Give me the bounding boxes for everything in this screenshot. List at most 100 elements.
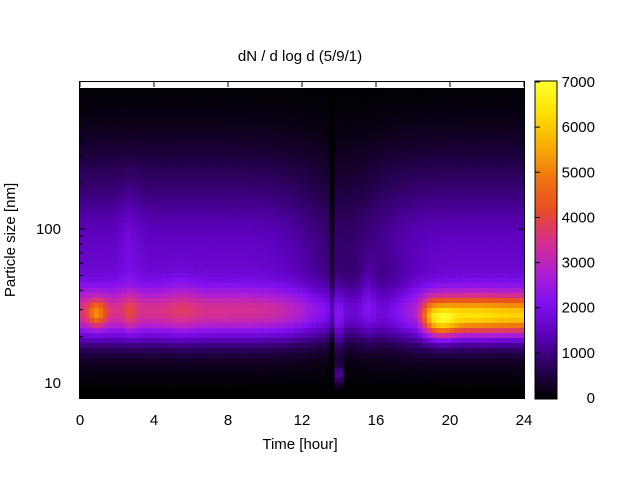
heatmap-cell <box>380 148 386 154</box>
heatmap-cell <box>186 198 192 204</box>
heatmap-cell <box>93 98 100 104</box>
heatmap-cell <box>292 123 298 129</box>
heatmap-cell <box>403 263 409 269</box>
heatmap-cell <box>436 328 442 334</box>
heatmap-cell <box>265 168 271 174</box>
heatmap-cell <box>121 338 127 344</box>
heatmap-cell <box>209 253 215 259</box>
heatmap-cell <box>144 303 150 309</box>
heatmap-cell <box>269 198 275 204</box>
heatmap-cell <box>445 358 451 364</box>
heatmap-cell <box>223 193 229 199</box>
heatmap-cell <box>431 153 437 159</box>
heatmap-cell <box>431 288 437 294</box>
heatmap-cell <box>214 388 220 394</box>
heatmap-cell <box>292 158 298 164</box>
heatmap-cell <box>278 313 285 319</box>
heatmap-cell <box>186 363 192 369</box>
heatmap-cell <box>103 223 109 229</box>
heatmap-cell <box>426 93 433 99</box>
heatmap-cell <box>140 223 146 229</box>
heatmap-cell <box>288 88 294 94</box>
heatmap-cell <box>334 133 340 139</box>
heatmap-cell <box>112 103 118 109</box>
heatmap-cell <box>260 383 266 389</box>
heatmap-cell <box>265 153 271 159</box>
heatmap-cell <box>306 138 312 144</box>
heatmap-cell <box>288 248 294 254</box>
heatmap-cell <box>436 138 442 144</box>
heatmap-cell <box>135 293 141 299</box>
heatmap-cell <box>158 213 164 219</box>
heatmap-cell <box>352 123 359 129</box>
heatmap-cell <box>352 283 359 289</box>
heatmap-cell <box>389 268 396 274</box>
heatmap-cell <box>200 268 206 274</box>
heatmap-cell <box>376 183 382 189</box>
heatmap-cell <box>186 188 192 194</box>
heatmap-cell <box>200 333 206 339</box>
heatmap-cell <box>80 193 86 199</box>
heatmap-cell <box>394 108 400 114</box>
heatmap-cell <box>403 333 409 339</box>
heatmap-cell <box>177 98 183 104</box>
heatmap-cell <box>408 378 414 384</box>
heatmap-cell <box>417 333 423 339</box>
heatmap-cell <box>218 138 224 144</box>
heatmap-cell <box>408 348 414 354</box>
heatmap-cell <box>93 353 100 359</box>
heatmap-cell <box>352 133 359 139</box>
heatmap-cell <box>413 378 419 384</box>
heatmap-cell <box>302 213 308 219</box>
heatmap-cell <box>445 128 451 134</box>
heatmap-cell <box>283 123 289 129</box>
heatmap-cell <box>339 173 345 179</box>
heatmap-cell <box>339 393 345 399</box>
heatmap-cell <box>315 103 322 109</box>
heatmap-cell <box>352 273 359 279</box>
heatmap-cell <box>218 343 224 349</box>
heatmap-cell <box>186 98 192 104</box>
heatmap-cell <box>265 343 271 349</box>
heatmap-cell <box>241 213 248 219</box>
heatmap-cell <box>103 313 109 319</box>
heatmap-cell <box>172 173 178 179</box>
heatmap-cell <box>251 93 257 99</box>
heatmap-cell <box>140 163 146 169</box>
heatmap-cell <box>357 318 363 324</box>
heatmap-cell <box>357 278 363 284</box>
heatmap-cell <box>320 123 326 129</box>
heatmap-cell <box>445 393 451 399</box>
heatmap-cell <box>278 258 285 264</box>
heatmap-cell <box>445 353 451 359</box>
heatmap-cell <box>84 143 90 149</box>
heatmap-cell <box>103 88 109 94</box>
heatmap-cell <box>172 248 178 254</box>
heatmap-cell <box>246 198 252 204</box>
heatmap-cell <box>352 148 359 154</box>
heatmap-cell <box>228 143 234 149</box>
heatmap-cell <box>191 128 197 134</box>
heatmap-cell <box>214 243 220 249</box>
heatmap-cell <box>200 233 206 239</box>
heatmap-cell <box>126 338 132 344</box>
heatmap-cell <box>450 243 456 249</box>
heatmap-cell <box>89 388 95 394</box>
heatmap-cell <box>200 273 206 279</box>
heatmap-cell <box>265 338 271 344</box>
heatmap-cell <box>306 253 312 259</box>
heatmap-cell <box>339 218 345 224</box>
heatmap-cell <box>306 313 312 319</box>
heatmap-cell <box>436 198 442 204</box>
heatmap-cell <box>246 163 252 169</box>
heatmap-cell <box>292 148 298 154</box>
heatmap-cell <box>158 253 164 259</box>
heatmap-cell <box>112 213 118 219</box>
heatmap-cell <box>426 183 433 189</box>
heatmap-cell <box>84 183 90 189</box>
heatmap-cell <box>255 143 261 149</box>
heatmap-cell <box>265 198 271 204</box>
heatmap-cell <box>320 368 326 374</box>
heatmap-cell <box>348 303 354 309</box>
heatmap-cell <box>422 258 428 264</box>
